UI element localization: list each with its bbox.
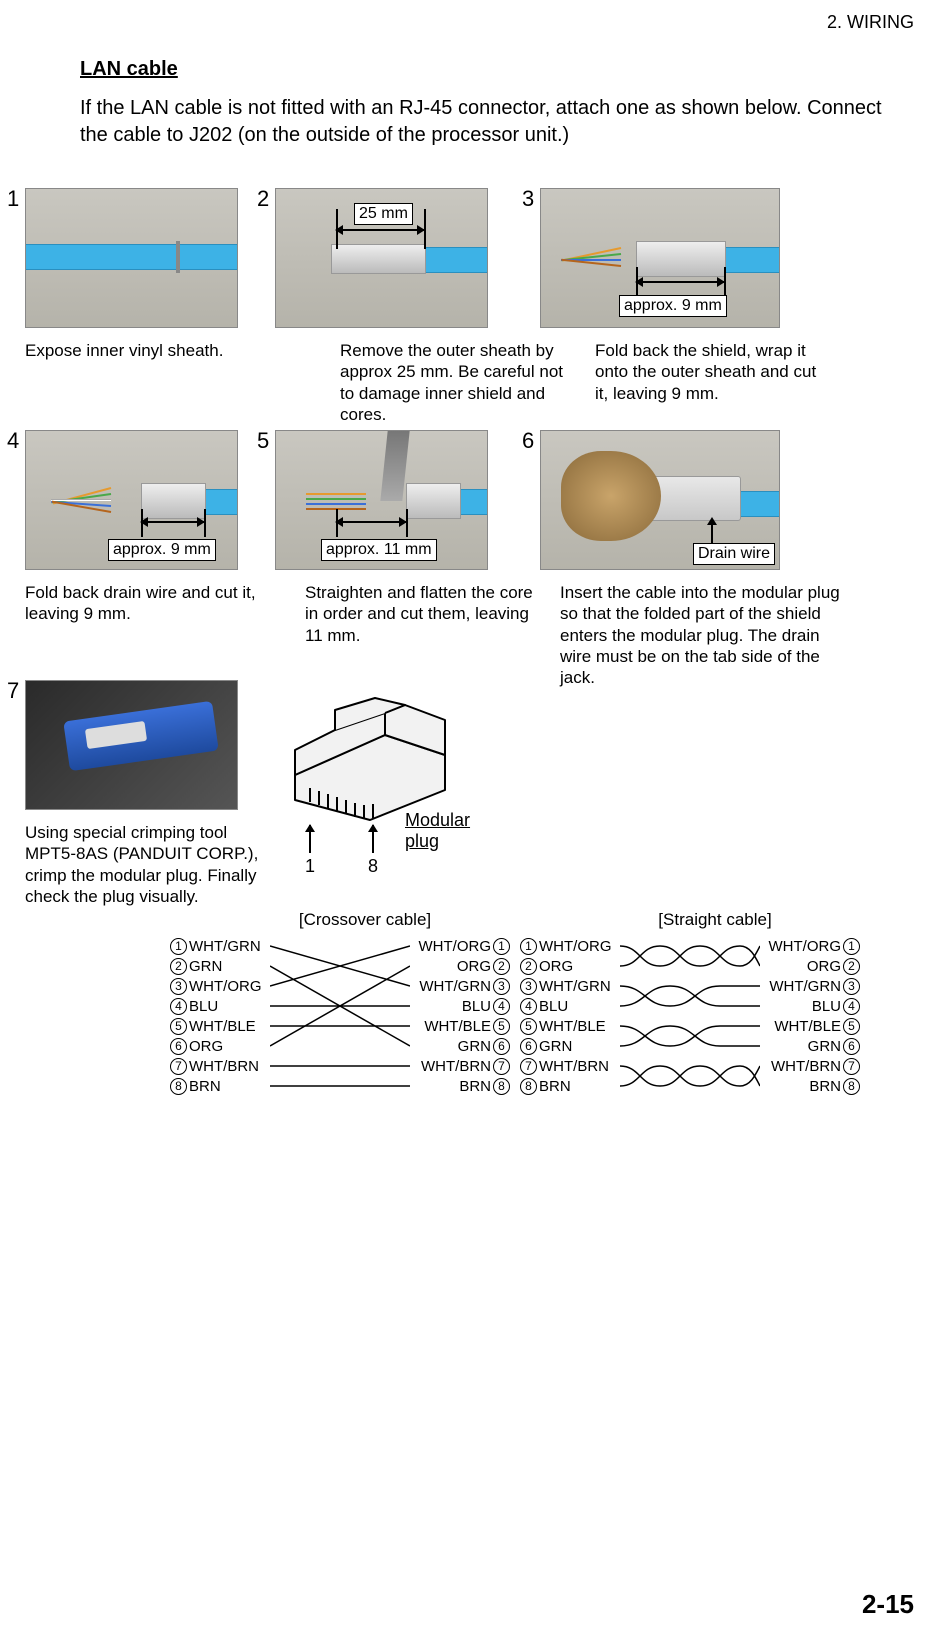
step-1-caption: Expose inner vinyl sheath. xyxy=(25,340,265,361)
pin-left: 4BLU xyxy=(520,996,568,1016)
section-title: LAN cable xyxy=(80,58,178,81)
pin-left: 7WHT/BRN xyxy=(170,1056,259,1076)
step-4-dim-label: approx. 9 mm xyxy=(108,539,216,561)
pin-left: 2ORG xyxy=(520,956,573,976)
pin-right: WHT/ORG1 xyxy=(769,936,861,956)
step-4: 4 approx. 9 mm Fold back drain wire and … xyxy=(25,430,265,625)
pin-left: 1WHT/ORG xyxy=(520,936,612,956)
step-5-photo: approx. 11 mm xyxy=(275,430,488,570)
straight-title: [Straight cable] xyxy=(570,910,860,930)
crossover-wiring: [Crossover cable] 1WHT/GRN WHT/ORG1 2GRN OR… xyxy=(170,910,510,1116)
step-2: 2 25 mm Remove the outer sheath by appro… xyxy=(275,188,570,425)
step-1-number: 1 xyxy=(7,186,19,212)
step-2-number: 2 xyxy=(257,186,269,212)
step-2-photo: 25 mm xyxy=(275,188,488,328)
pin-left: 1WHT/GRN xyxy=(170,936,261,956)
step-3: 3 approx. 9 mm Fold back the shield, wra… xyxy=(540,188,825,404)
pin-right: WHT/BLE5 xyxy=(774,1016,860,1036)
page-number: 2-15 xyxy=(862,1589,914,1620)
crossover-title: [Crossover cable] xyxy=(220,910,510,930)
plug-pin-1: 1 xyxy=(305,856,315,877)
modular-plug-diagram: 1 8 Modular plug xyxy=(275,680,505,870)
step-3-dim-label: approx. 9 mm xyxy=(619,295,727,317)
step-4-caption: Fold back drain wire and cut it, leaving… xyxy=(25,582,265,625)
pin-left: 8BRN xyxy=(520,1076,571,1096)
pin-right: WHT/ORG1 xyxy=(419,936,511,956)
step-3-number: 3 xyxy=(522,186,534,212)
step-6-caption: Insert the cable into the modular plug s… xyxy=(560,582,850,688)
pin-left: 4BLU xyxy=(170,996,218,1016)
step-3-photo: approx. 9 mm xyxy=(540,188,780,328)
pin-right: GRN6 xyxy=(808,1036,860,1056)
pin-right: WHT/GRN3 xyxy=(769,976,860,996)
step-6-drain-label: Drain wire xyxy=(693,543,775,565)
step-3-caption: Fold back the shield, wrap it onto the o… xyxy=(595,340,825,404)
step-6-photo: Drain wire xyxy=(540,430,780,570)
step-7-caption: Using special crimping tool MPT5-8AS (PA… xyxy=(25,822,275,907)
pin-right: WHT/BRN7 xyxy=(421,1056,510,1076)
pin-right: ORG2 xyxy=(807,956,860,976)
step-2-caption: Remove the outer sheath by approx 25 mm.… xyxy=(340,340,570,425)
pin-left: 6ORG xyxy=(170,1036,223,1056)
pin-right: BLU4 xyxy=(812,996,860,1016)
step-1: 1 Expose inner vinyl sheath. xyxy=(25,188,265,361)
pin-right: GRN6 xyxy=(458,1036,510,1056)
chapter-header: 2. WIRING xyxy=(827,12,914,33)
intro-text: If the LAN cable is not fitted with an R… xyxy=(80,95,886,149)
step-4-number: 4 xyxy=(7,428,19,454)
step-5-caption: Straighten and flatten the core in order… xyxy=(305,582,545,646)
straight-wiring: [Straight cable] 1WHT/ORG WHT/ORG1 2ORG ORG… xyxy=(520,910,860,1116)
step-6: 6 Drain wire Insert the cable into the m… xyxy=(540,430,850,688)
step-5: 5 approx. 11 mm Straighten and flatten t… xyxy=(275,430,545,646)
pin-left: 8BRN xyxy=(170,1076,221,1096)
step-2-dim-label: 25 mm xyxy=(354,203,413,225)
plug-pin-8: 8 xyxy=(368,856,378,877)
pin-right: BRN8 xyxy=(459,1076,510,1096)
pin-left: 7WHT/BRN xyxy=(520,1056,609,1076)
step-7-number: 7 xyxy=(7,678,19,704)
pin-left: 3WHT/ORG xyxy=(170,976,262,996)
pin-right: WHT/GRN3 xyxy=(419,976,510,996)
pin-left: 3WHT/GRN xyxy=(520,976,611,996)
step-1-photo xyxy=(25,188,238,328)
pin-right: WHT/BRN7 xyxy=(771,1056,860,1076)
pin-left: 6GRN xyxy=(520,1036,572,1056)
modular-plug-label: Modular plug xyxy=(405,810,505,852)
step-5-dim-label: approx. 11 mm xyxy=(321,539,437,561)
pin-right: ORG2 xyxy=(457,956,510,976)
step-6-number: 6 xyxy=(522,428,534,454)
pin-right: BLU4 xyxy=(462,996,510,1016)
pin-right: BRN8 xyxy=(809,1076,860,1096)
step-7: 7 Using special crimping tool MPT5-8AS (… xyxy=(25,680,275,907)
pin-right: WHT/BLE5 xyxy=(424,1016,510,1036)
step-5-number: 5 xyxy=(257,428,269,454)
pin-left: 5WHT/BLE xyxy=(170,1016,256,1036)
step-7-photo xyxy=(25,680,238,810)
pin-left: 2GRN xyxy=(170,956,222,976)
step-4-photo: approx. 9 mm xyxy=(25,430,238,570)
pin-left: 5WHT/BLE xyxy=(520,1016,606,1036)
